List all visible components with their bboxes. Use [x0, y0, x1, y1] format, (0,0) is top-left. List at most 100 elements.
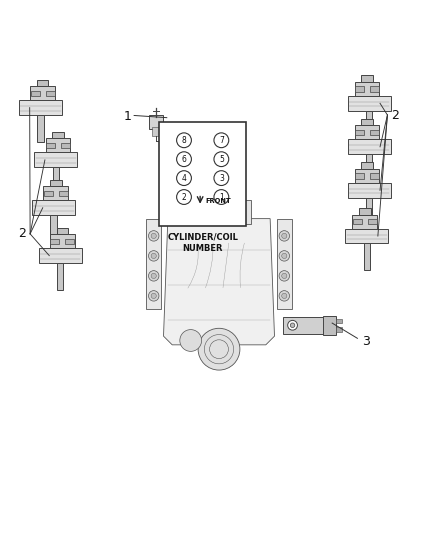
- Bar: [355, 169, 379, 183]
- Circle shape: [151, 293, 156, 298]
- Bar: [366, 154, 372, 181]
- Circle shape: [151, 253, 156, 259]
- Bar: [152, 127, 160, 136]
- Circle shape: [279, 231, 290, 241]
- Circle shape: [282, 233, 287, 238]
- Text: NUMBER: NUMBER: [183, 244, 223, 253]
- Text: 1: 1: [219, 192, 224, 201]
- Text: 5: 5: [219, 155, 224, 164]
- Bar: [19, 100, 62, 115]
- Bar: [39, 248, 81, 263]
- Text: FRONT: FRONT: [205, 198, 231, 204]
- Bar: [50, 180, 62, 186]
- Bar: [348, 139, 391, 154]
- Text: 7: 7: [219, 136, 224, 145]
- Bar: [32, 200, 75, 215]
- Bar: [46, 91, 55, 96]
- Bar: [336, 319, 342, 324]
- Bar: [368, 219, 377, 224]
- Circle shape: [279, 271, 290, 281]
- Bar: [50, 234, 75, 248]
- Bar: [277, 219, 292, 310]
- Circle shape: [151, 233, 156, 238]
- Bar: [37, 79, 49, 86]
- Bar: [336, 327, 342, 332]
- Bar: [30, 86, 55, 100]
- Bar: [46, 143, 55, 148]
- Bar: [31, 91, 40, 96]
- Text: 3: 3: [219, 174, 224, 183]
- Bar: [361, 162, 373, 169]
- Circle shape: [214, 171, 229, 185]
- Circle shape: [279, 290, 290, 301]
- Bar: [348, 183, 391, 198]
- Circle shape: [177, 171, 191, 185]
- FancyBboxPatch shape: [159, 122, 247, 227]
- Bar: [46, 139, 71, 152]
- Text: 2: 2: [182, 192, 187, 201]
- Text: 1: 1: [124, 110, 131, 123]
- Circle shape: [279, 251, 290, 261]
- Circle shape: [177, 190, 191, 205]
- Circle shape: [177, 152, 191, 167]
- Circle shape: [214, 152, 229, 167]
- Bar: [366, 111, 372, 137]
- Bar: [366, 198, 372, 224]
- Text: 8: 8: [182, 136, 187, 145]
- Bar: [346, 229, 389, 244]
- Bar: [37, 115, 44, 142]
- Circle shape: [198, 328, 240, 370]
- Text: 2: 2: [391, 109, 399, 122]
- Circle shape: [177, 133, 191, 148]
- Text: CYLINDER/COIL: CYLINDER/COIL: [167, 232, 238, 241]
- Circle shape: [148, 271, 159, 281]
- Circle shape: [282, 273, 287, 278]
- Circle shape: [282, 253, 287, 259]
- Bar: [364, 244, 370, 270]
- Text: 4: 4: [182, 174, 187, 183]
- FancyBboxPatch shape: [149, 115, 163, 128]
- Bar: [370, 130, 379, 135]
- Bar: [323, 316, 336, 335]
- Text: 2: 2: [18, 228, 26, 240]
- Bar: [353, 215, 377, 229]
- Bar: [355, 86, 364, 92]
- Bar: [355, 82, 379, 96]
- Bar: [50, 215, 57, 241]
- Circle shape: [214, 190, 229, 205]
- Bar: [52, 132, 64, 139]
- Bar: [50, 239, 60, 244]
- Circle shape: [148, 290, 159, 301]
- Bar: [53, 167, 59, 194]
- Bar: [370, 173, 379, 179]
- Text: 3: 3: [362, 335, 370, 348]
- Bar: [355, 173, 364, 179]
- Circle shape: [151, 273, 156, 278]
- Circle shape: [148, 251, 159, 261]
- Bar: [57, 228, 68, 234]
- FancyBboxPatch shape: [283, 317, 324, 334]
- Circle shape: [214, 133, 229, 148]
- Bar: [59, 191, 68, 196]
- Bar: [355, 125, 379, 139]
- Bar: [370, 86, 379, 92]
- Bar: [61, 143, 70, 148]
- Circle shape: [290, 323, 295, 327]
- FancyBboxPatch shape: [187, 200, 251, 224]
- Polygon shape: [163, 219, 275, 345]
- Bar: [146, 219, 161, 310]
- Bar: [361, 75, 373, 82]
- Bar: [355, 130, 364, 135]
- Bar: [361, 119, 373, 125]
- Circle shape: [180, 329, 201, 351]
- Bar: [65, 239, 74, 244]
- Bar: [359, 208, 371, 215]
- Bar: [353, 219, 362, 224]
- Bar: [34, 152, 77, 167]
- Bar: [57, 263, 63, 289]
- Bar: [44, 191, 53, 196]
- Circle shape: [282, 293, 287, 298]
- Text: 6: 6: [182, 155, 187, 164]
- Circle shape: [288, 320, 297, 330]
- Bar: [348, 96, 391, 111]
